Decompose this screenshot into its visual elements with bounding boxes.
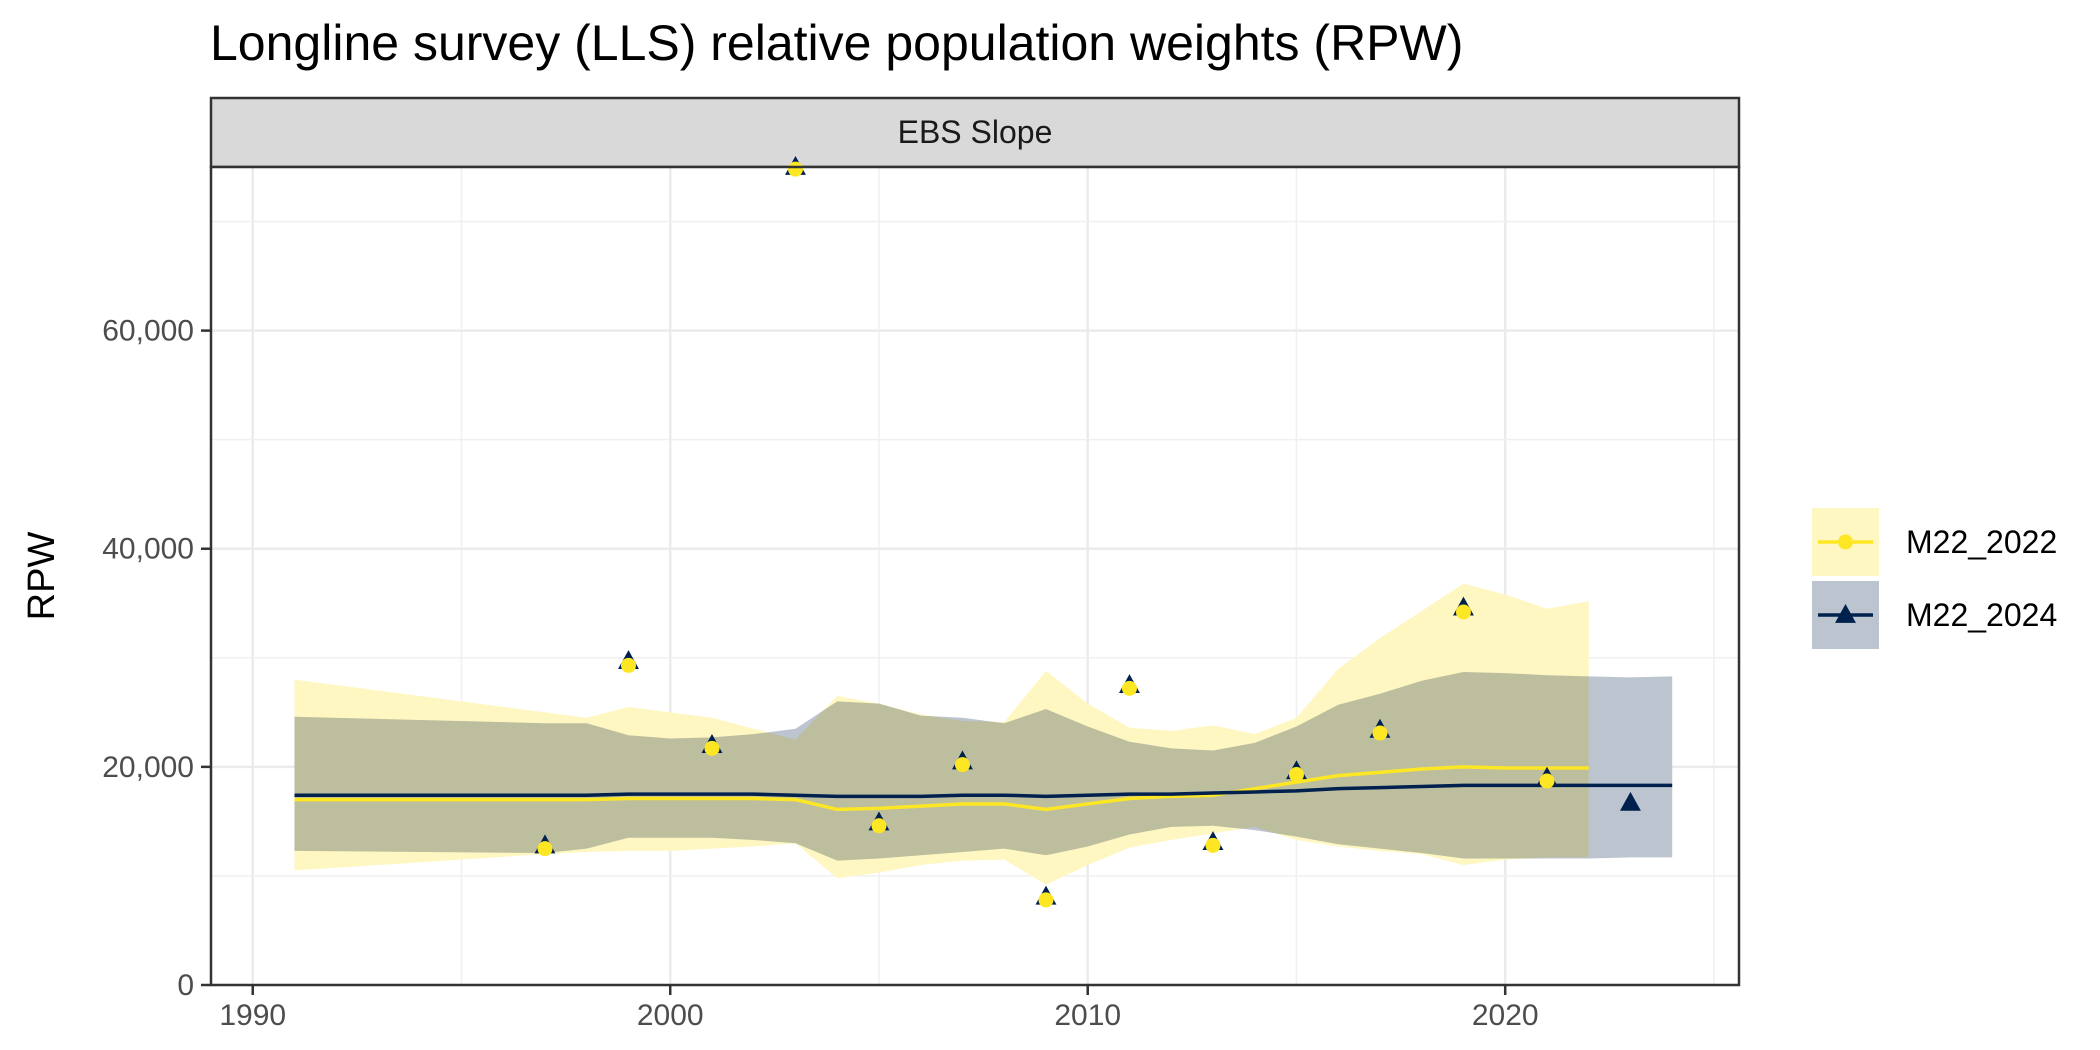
plot-panel-border — [209, 165, 1741, 987]
point-M22_2022 — [1121, 680, 1137, 696]
legend: M22_2022 M22_2024 — [1812, 508, 2057, 649]
legend-marker-M22_2024 — [1835, 604, 1856, 623]
y-tick-label: 20,000 — [102, 751, 194, 784]
legend-label-M22_2022: M22_2022 — [1906, 524, 2057, 560]
x-tick-label: 2010 — [1054, 999, 1121, 1032]
x-axis: 1990 2000 2010 2020 — [219, 985, 1539, 1032]
point-M22_2024 — [1620, 791, 1641, 811]
x-tick-label: 2000 — [637, 999, 704, 1032]
fit-lines — [294, 765, 1673, 812]
point-M22_2022 — [1539, 773, 1555, 789]
plot-panel-background — [211, 167, 1739, 985]
facet-strip-label: EBS Slope — [898, 114, 1053, 150]
point-M22_2022 — [1205, 837, 1221, 853]
point-M22_2022 — [704, 740, 720, 756]
point-M22_2022 — [620, 657, 636, 673]
fit-line-M22_2022 — [294, 765, 1589, 812]
fit-line-M22_2024 — [294, 783, 1673, 799]
point-M22_2022 — [1288, 767, 1304, 783]
legend-marker-M22_2022 — [1838, 534, 1853, 550]
point-M22_2022 — [1455, 604, 1471, 620]
chart-title: Longline survey (LLS) relative populatio… — [210, 15, 1463, 71]
legend-label-M22_2024: M22_2024 — [1906, 597, 2057, 633]
facet-strip — [209, 96, 1741, 169]
ribbon-M22_2024 — [294, 671, 1673, 861]
y-tick-label: 60,000 — [102, 315, 194, 348]
y-axis-title: RPW — [21, 532, 63, 621]
x-tick-label: 1990 — [219, 999, 286, 1032]
point-M22_2022 — [954, 757, 970, 773]
point-M22_2022 — [537, 841, 553, 857]
point-M22_2022 — [1038, 892, 1054, 908]
x-tick-label: 2020 — [1472, 999, 1539, 1032]
confidence-ribbons — [294, 583, 1673, 885]
y-axis: 0 20,000 40,000 60,000 — [102, 315, 211, 1002]
observation-points — [534, 156, 1641, 908]
point-M22_2022 — [1372, 725, 1388, 741]
y-tick-label: 40,000 — [102, 533, 194, 566]
point-M22_2022 — [871, 818, 887, 834]
point-M22_2022 — [787, 161, 803, 177]
y-tick-label: 0 — [177, 969, 194, 1002]
